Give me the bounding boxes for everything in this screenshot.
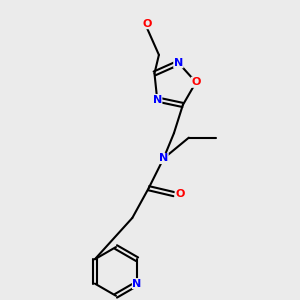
Text: O: O [175,189,184,199]
Text: O: O [142,19,152,29]
Text: N: N [159,154,168,164]
Text: N: N [174,58,183,68]
Text: N: N [133,279,142,289]
Text: O: O [191,77,201,87]
Text: N: N [153,94,162,104]
